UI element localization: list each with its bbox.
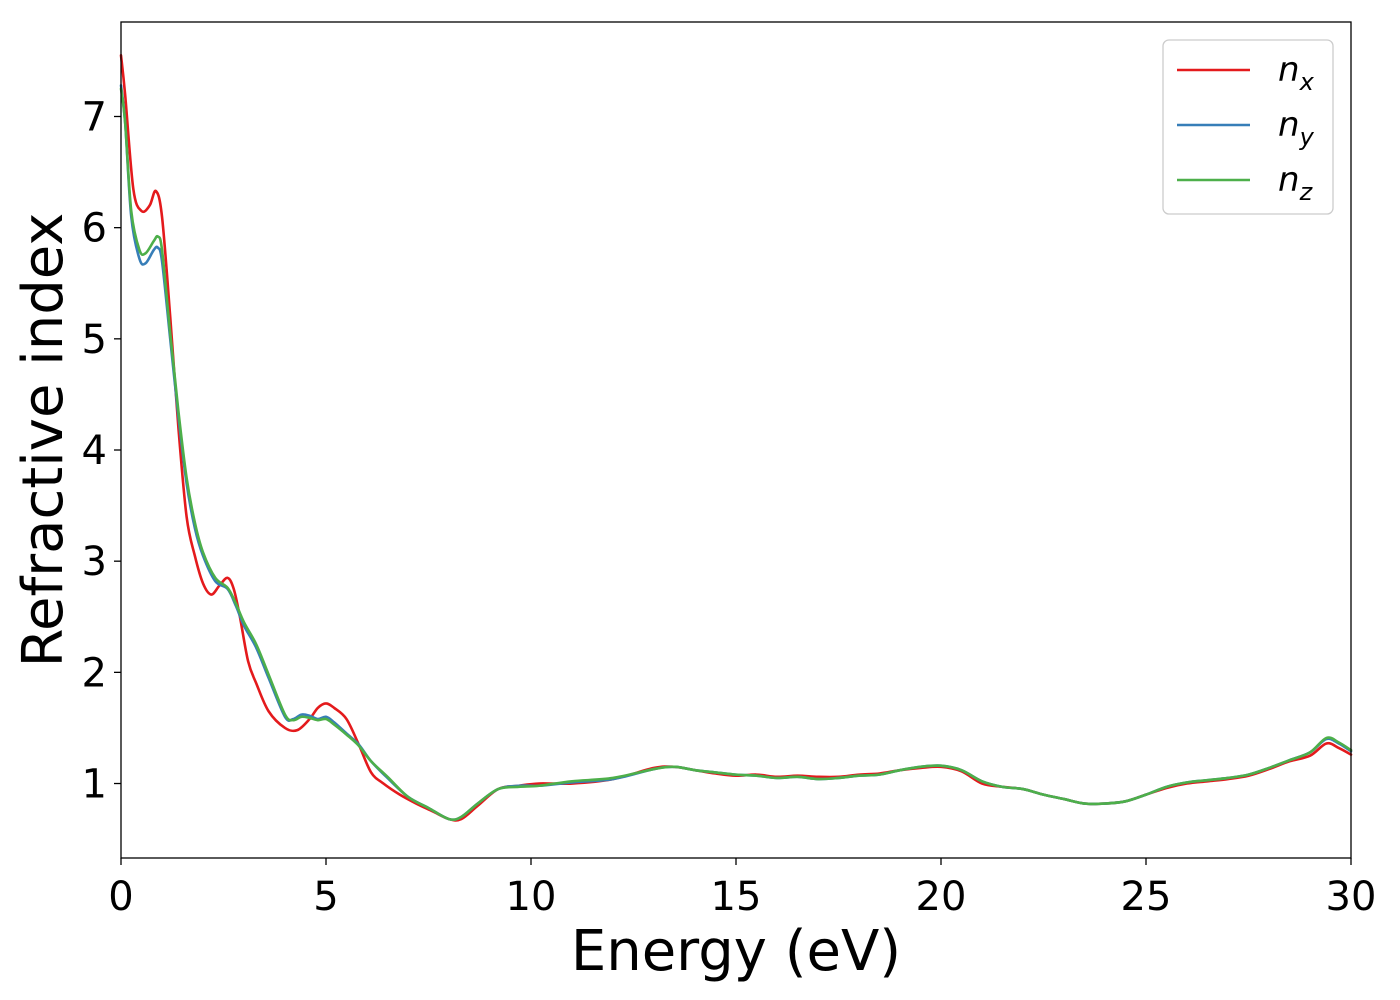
x-axis-label: Energy (eV) <box>571 919 901 984</box>
legend-label-y: ny <box>1278 105 1315 151</box>
y-axis-label: Refractive index <box>11 213 76 668</box>
y-tick-label: 3 <box>82 539 107 585</box>
x-tick-label: 30 <box>1326 874 1377 920</box>
legend-box <box>1162 39 1334 215</box>
series-layer <box>119 54 1353 822</box>
x-axis-ticks: 0 5 10 15 20 25 30 <box>108 858 1376 920</box>
series-line-z <box>119 87 1353 822</box>
x-tick-label: 5 <box>313 874 338 920</box>
legend: nx ny nz <box>1162 39 1334 215</box>
x-tick-label: 25 <box>1121 874 1172 920</box>
y-tick-label: 1 <box>82 762 107 808</box>
y-tick-label: 7 <box>82 94 107 140</box>
legend-label-z: nz <box>1278 160 1314 206</box>
y-tick-label: 5 <box>82 317 107 363</box>
x-tick-label: 0 <box>108 874 133 920</box>
y-axis-ticks: 1 2 3 4 5 6 7 <box>82 94 121 808</box>
x-tick-label: 20 <box>916 874 967 920</box>
x-tick-label: 15 <box>711 874 762 920</box>
y-tick-label: 6 <box>82 206 107 252</box>
y-tick-label: 2 <box>82 650 107 696</box>
x-tick-label: 10 <box>506 874 557 920</box>
legend-label-x: nx <box>1278 50 1315 96</box>
y-tick-label: 4 <box>82 428 107 474</box>
